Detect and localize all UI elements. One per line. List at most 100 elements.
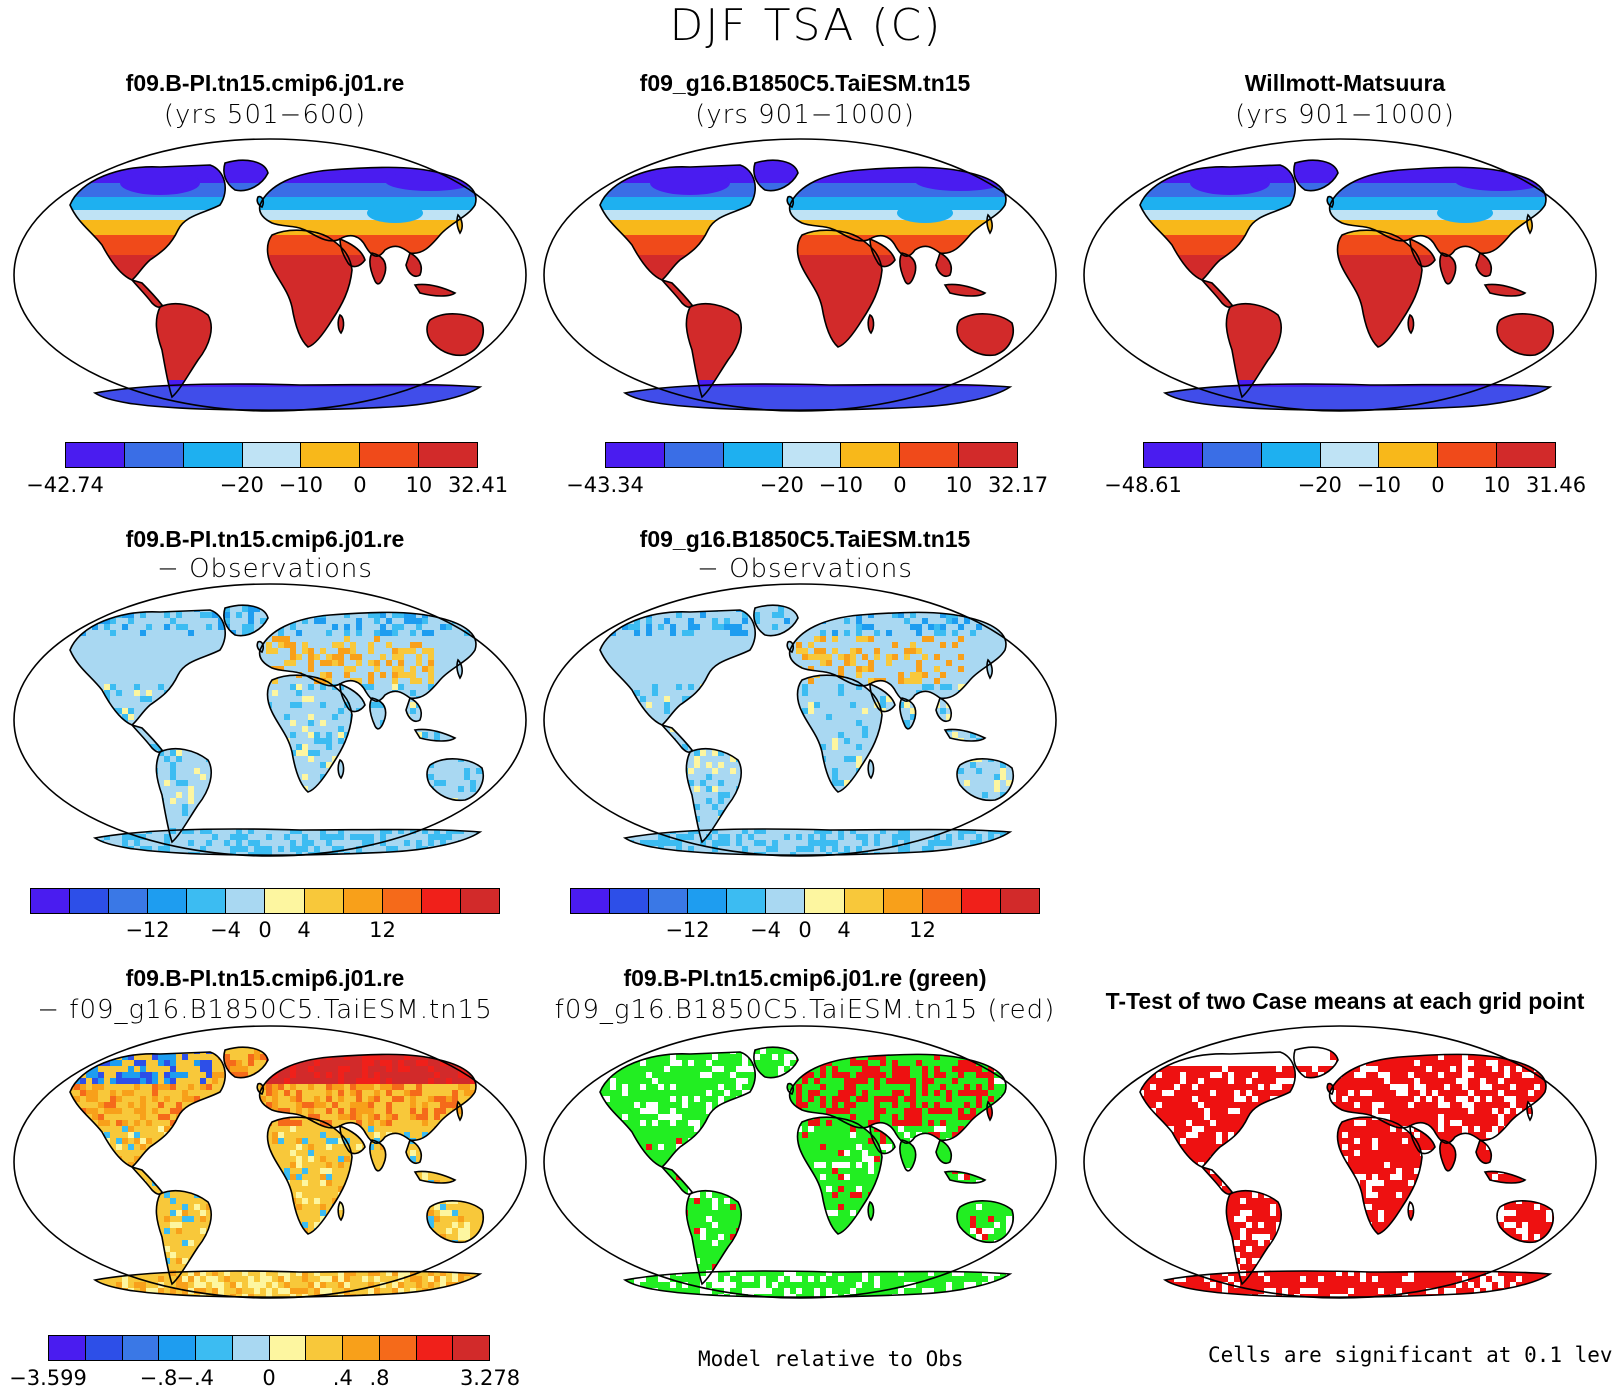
colorbar-panel4 <box>30 888 500 914</box>
colorbar-segment <box>688 889 727 913</box>
colorbar-segment <box>380 1336 417 1360</box>
colorbar-segment <box>383 889 422 913</box>
colorbar-segment <box>422 889 461 913</box>
panel8-footnote: Cells are significant at 0.1 level <box>1208 1343 1612 1367</box>
colorbar-segment <box>923 889 962 913</box>
colorbar-segment <box>1497 443 1555 467</box>
colorbar-segment <box>884 889 923 913</box>
colorbar-segment <box>86 1336 123 1360</box>
colorbar-tick-label: −10 <box>1357 473 1401 497</box>
colorbar-tick-label: −12 <box>665 918 709 942</box>
panel5-title: f09_g16.B1850C5.TaiESM.tn15 <box>540 526 1070 553</box>
map-panel2 <box>540 135 1060 415</box>
colorbar-tick-label: 0 <box>1431 473 1444 497</box>
colorbar-tick-label: −.8 <box>140 1366 178 1390</box>
colorbar-segment <box>265 889 304 913</box>
panel3-subtitle: (yrs 901−1000) <box>1080 100 1610 130</box>
colorbar-tick-label: 32.41 <box>448 473 508 497</box>
map-panel5 <box>540 580 1060 860</box>
colorbar-segment <box>305 889 344 913</box>
map-panel4 <box>10 580 530 860</box>
map-panel3 <box>1080 135 1600 415</box>
colorbar-panel1 <box>65 442 478 468</box>
colorbar-tick-label: −42.74 <box>26 473 104 497</box>
colorbar-panel2 <box>605 442 1018 468</box>
colorbar-segment <box>1379 443 1438 467</box>
colorbar-segment <box>148 889 187 913</box>
colorbar-segment <box>417 1336 454 1360</box>
colorbar-segment <box>66 443 125 467</box>
colorbar-panel6 <box>48 1335 490 1361</box>
colorbar-tick-label: 31.46 <box>1526 473 1586 497</box>
colorbar-segment <box>841 443 900 467</box>
colorbar-tick-label: 0 <box>353 473 366 497</box>
colorbar-segment <box>571 889 610 913</box>
colorbar-tick-label: 0 <box>258 918 271 942</box>
panel1-subtitle: (yrs 501−600) <box>0 100 530 130</box>
colorbar-segment <box>1001 889 1039 913</box>
map-panel1 <box>10 135 530 415</box>
colorbar-tick-label: −4 <box>210 918 241 942</box>
colorbar-segment <box>344 889 383 913</box>
colorbar-tick-label: −4 <box>750 918 781 942</box>
colorbar-segment <box>31 889 70 913</box>
colorbar-tick-label: .4 <box>333 1366 353 1390</box>
colorbar-tick-label: −.4 <box>176 1366 214 1390</box>
colorbar-tick-label: −20 <box>1298 473 1342 497</box>
colorbar-segment <box>783 443 842 467</box>
colorbar-segment <box>343 1336 380 1360</box>
colorbar-tick-label: −3.599 <box>9 1366 87 1390</box>
colorbar-segment <box>109 889 148 913</box>
colorbar-segment <box>649 889 688 913</box>
panel6-subtitle: − f09_g16.B1850C5.TaiESM.tn15 <box>0 995 530 1025</box>
colorbar-segment <box>306 1336 343 1360</box>
colorbar-segment <box>49 1336 86 1360</box>
colorbar-tick-label: 0 <box>262 1366 275 1390</box>
colorbar-segment <box>1203 443 1262 467</box>
colorbar-segment <box>243 443 302 467</box>
colorbar-segment <box>453 1336 489 1360</box>
colorbar-segment <box>845 889 884 913</box>
colorbar-segment <box>1262 443 1321 467</box>
map-panel8 <box>1080 1022 1600 1302</box>
colorbar-segment <box>724 443 783 467</box>
colorbar-segment <box>805 889 844 913</box>
panel2-title: f09_g16.B1850C5.TaiESM.tn15 <box>540 70 1070 97</box>
colorbar-segment <box>959 443 1017 467</box>
panel1-title: f09.B-PI.tn15.cmip6.j01.re <box>0 70 530 97</box>
colorbar-panel5 <box>570 888 1040 914</box>
colorbar-segment <box>610 889 649 913</box>
colorbar-tick-label: 3.278 <box>460 1366 520 1390</box>
colorbar-segment <box>766 889 805 913</box>
panel7-title: f09.B-PI.tn15.cmip6.j01.re (green) <box>540 965 1070 992</box>
colorbar-segment <box>70 889 109 913</box>
colorbar-tick-label: −12 <box>125 918 169 942</box>
colorbar-segment <box>360 443 419 467</box>
colorbar-tick-label: 4 <box>837 918 850 942</box>
panel3-title: Willmott-Matsuura <box>1080 70 1610 97</box>
colorbar-segment <box>665 443 724 467</box>
colorbar-segment <box>419 443 477 467</box>
colorbar-segment <box>727 889 766 913</box>
colorbar-tick-label: 12 <box>909 918 936 942</box>
colorbar-segment <box>1321 443 1380 467</box>
colorbar-tick-label: 4 <box>297 918 310 942</box>
colorbar-tick-label: 12 <box>369 918 396 942</box>
colorbar-segment <box>125 443 184 467</box>
colorbar-segment <box>1438 443 1497 467</box>
panel8-title: T-Test of two Case means at each grid po… <box>1080 988 1610 1015</box>
colorbar-tick-label: −43.34 <box>566 473 644 497</box>
colorbar-segment <box>187 889 226 913</box>
colorbar-tick-label: 0 <box>798 918 811 942</box>
colorbar-tick-label: −20 <box>220 473 264 497</box>
colorbar-tick-label: −48.61 <box>1104 473 1182 497</box>
panel7-subtitle: f09_g16.B1850C5.TaiESM.tn15 (red) <box>540 995 1070 1025</box>
colorbar-segment <box>461 889 499 913</box>
colorbar-segment <box>226 889 265 913</box>
colorbar-segment <box>184 443 243 467</box>
colorbar-tick-label: .8 <box>369 1366 389 1390</box>
colorbar-tick-label: 10 <box>1484 473 1511 497</box>
colorbar-segment <box>301 443 360 467</box>
panel6-title: f09.B-PI.tn15.cmip6.j01.re <box>0 965 530 992</box>
colorbar-segment <box>123 1336 160 1360</box>
